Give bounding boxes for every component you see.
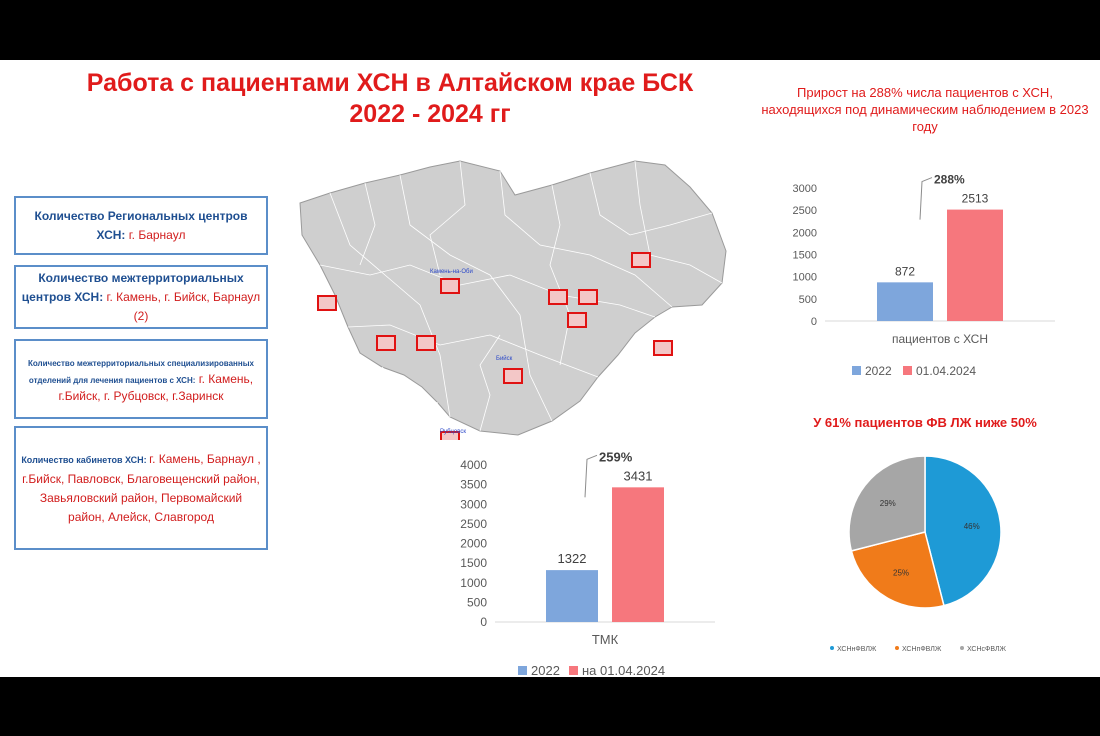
legend-label: ХСНнФВЛЖ [837, 646, 877, 653]
map-city-label: Бийск [496, 355, 513, 362]
slide: Работа с пациентами ХСН в Алтайском крае… [0, 60, 1100, 677]
y-tick-label: 0 [480, 615, 487, 629]
map-markers [317, 252, 673, 440]
marker [548, 289, 568, 305]
marker [317, 295, 337, 311]
legend-label: 2022 [865, 364, 892, 378]
y-tick-label: 0 [811, 316, 817, 328]
marker [440, 278, 460, 294]
data-label: 2513 [962, 192, 989, 206]
interterritorial-centers-box: Количество межтерриториальных центров ХС… [14, 265, 268, 329]
pie-slice-ХСНнФВЛЖ [924, 455, 1002, 607]
y-tick-label: 3000 [793, 183, 817, 195]
data-label: 872 [895, 264, 915, 278]
legend-swatch [569, 666, 578, 675]
y-tick-label: 500 [467, 595, 487, 609]
specialized-departments-box: Количество межтерриториальных специализи… [14, 339, 268, 419]
marker [376, 335, 396, 351]
marker [631, 252, 651, 268]
legend-marker [960, 646, 964, 650]
map-city-label: Рубцовск [440, 429, 466, 435]
marker [567, 312, 587, 328]
pie-slice-ХСНсФВЛЖ [848, 455, 926, 552]
annotation-leader [584, 454, 598, 498]
pie-slice-ХСНпФВЛЖ [850, 531, 945, 609]
data-label: 1322 [558, 551, 587, 566]
box-label: Количество межтерриториальных центров ХС… [21, 270, 244, 304]
category-label: пациентов с ХСН [892, 332, 988, 346]
slice-label: 25% [893, 569, 909, 578]
y-tick-label: 1000 [793, 272, 817, 284]
district-borders [319, 160, 723, 432]
marker [416, 335, 436, 351]
category-label: ТМК [592, 632, 619, 647]
box-value: г. Камень, г.Бийск, г. Рубцовск, г.Зарин… [58, 371, 254, 403]
tmk-bar-chart: 0 500 1000 1500 2000 2500 3000 3500 4000 1322 3431… [460, 449, 715, 677]
y-tick-label: 3500 [460, 478, 487, 492]
legend-label: 01.04.2024 [916, 364, 976, 378]
bar-на 01.04.2024 [612, 487, 664, 622]
marker [440, 431, 460, 440]
slice-label: 29% [880, 499, 896, 508]
marker [653, 340, 673, 356]
y-tick-label: 3000 [460, 497, 487, 511]
legend-label: на 01.04.2024 [582, 663, 665, 677]
altai-map: Камень-на-Оби Бийск Рубцовск [299, 160, 727, 440]
y-tick-label: 500 [799, 294, 817, 306]
marker [503, 368, 523, 384]
y-tick-label: 2500 [793, 205, 817, 217]
y-tick-label: 1500 [460, 556, 487, 570]
title-line-1: Работа с пациентами ХСН в Алтайском крае… [86, 69, 694, 97]
legend-swatch [518, 666, 527, 675]
legend-marker [830, 646, 834, 650]
chf-cabinets-box: Количество кабинетов ХСН: г. Камень, Бар… [14, 426, 268, 550]
regional-centers-box: Количество Региональных центров ХСН: г. … [14, 196, 268, 255]
box-label: Количество межтерриториальных специализи… [27, 358, 255, 385]
legend-label: ХСНсФВЛЖ [967, 646, 1007, 653]
map-city-label: Камень-на-Оби [430, 269, 473, 275]
page-title: Работа с пациентами ХСН в Алтайском крае… [20, 68, 760, 130]
y-tick-label: 2000 [793, 227, 817, 239]
annotation-leader [919, 177, 933, 220]
box-label: Количество кабинетов ХСН: [21, 454, 150, 465]
growth-title: Прирост на 288% числа пациентов с ХСН, н… [761, 85, 1089, 134]
legend-label: ХСНпФВЛЖ [902, 646, 942, 653]
box-value: г. Камень, Барнаул , г.Бийск, Павловск, … [22, 451, 261, 524]
growth-annotation: 288% [934, 175, 965, 187]
bar-01.04.2024 [947, 209, 1003, 321]
bar-2022 [546, 570, 598, 622]
y-tick-label: 2500 [460, 517, 487, 531]
legend-label: 2022 [531, 663, 560, 677]
title-line-2: 2022 - 2024 гг [349, 100, 511, 128]
ef-pie-chart: 46% 25% 29% ХСНнФВЛЖ ХСНпФВЛЖ ХСНсФВЛЖ [830, 455, 1007, 653]
legend-marker [895, 646, 899, 650]
growth-annotation: 259% [599, 449, 633, 464]
legend-swatch [903, 366, 912, 375]
data-label: 3431 [624, 468, 653, 483]
legend-swatch [852, 366, 861, 375]
patients-bar-chart: 0 500 1000 1500 2000 2500 3000 872 2513 288% пацие… [793, 175, 1055, 378]
marker [578, 289, 598, 305]
y-tick-label: 2000 [460, 537, 487, 551]
slice-label: 46% [964, 522, 980, 531]
box-value: г. Камень, г. Бийск, Барнаул (2) [103, 289, 261, 323]
box-value: г. Барнаул [125, 227, 186, 242]
y-tick-label: 1000 [460, 576, 487, 590]
y-tick-label: 4000 [460, 458, 487, 472]
box-label: Количество Региональных центров ХСН: [34, 208, 248, 242]
pie-title: У 61% пациентов ФВ ЛЖ ниже 50% [813, 415, 1037, 430]
bar-2022 [877, 282, 933, 321]
y-tick-label: 1500 [793, 250, 817, 262]
